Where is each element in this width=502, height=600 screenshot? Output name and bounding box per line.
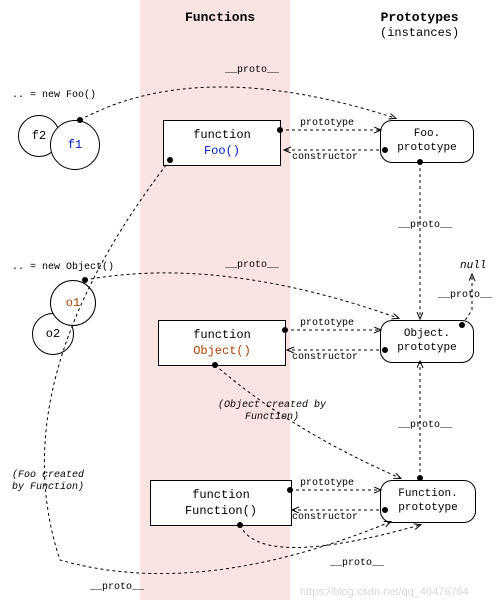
lbl-proto-obj-null: __proto__	[438, 290, 492, 301]
func-box-foo: function Foo()	[163, 120, 281, 166]
new-object-label: .. = new Object()	[12, 262, 114, 273]
lbl-obj-created: (Object created byFunction)	[218, 400, 326, 424]
lbl-proto-f1: __proto__	[225, 65, 279, 76]
lbl-prototype-foo: prototype	[300, 118, 354, 129]
lbl-proto-foo-obj: __proto__	[398, 220, 452, 231]
func-function-name: Function()	[185, 504, 257, 518]
lbl-proto-func-self: __proto__	[330, 558, 384, 569]
lbl-constructor-obj: constructor	[292, 352, 358, 363]
proto-box-foo: Foo. prototype	[380, 120, 474, 163]
watermark: https://blog.csdn.net/qq_46476764	[300, 586, 469, 598]
lbl-constructor-foo: constructor	[292, 152, 358, 163]
proto-box-function: Function. prototype	[380, 480, 476, 523]
func-object-name: Object()	[193, 344, 251, 358]
new-foo-label: .. = new Foo()	[12, 90, 96, 101]
func-box-function: function Function()	[150, 480, 292, 526]
lbl-foo-created: (Foo createdby Function)	[12, 470, 84, 494]
lbl-prototype-func: prototype	[300, 478, 354, 489]
lbl-proto-func-obj: __proto__	[398, 420, 452, 431]
header-functions-text: Functions	[185, 10, 255, 25]
circle-f1: f1	[50, 120, 100, 170]
lbl-proto-foo-created: __proto__	[90, 582, 144, 593]
header-prototypes-sub: (instances)	[380, 26, 459, 40]
func-foo-name: Foo()	[204, 144, 240, 158]
lbl-prototype-obj: prototype	[300, 318, 354, 329]
lbl-constructor-func: constructor	[292, 512, 358, 523]
lbl-proto-o1: __proto__	[225, 260, 279, 271]
func-box-object: function Object()	[158, 320, 286, 366]
null-node: null	[460, 260, 486, 272]
circle-o1: o1	[50, 280, 96, 326]
header-prototypes: Prototypes (instances)	[380, 10, 459, 40]
header-prototypes-text: Prototypes	[381, 10, 459, 25]
header-functions: Functions	[185, 10, 255, 25]
proto-box-object: Object. prototype	[380, 320, 474, 363]
